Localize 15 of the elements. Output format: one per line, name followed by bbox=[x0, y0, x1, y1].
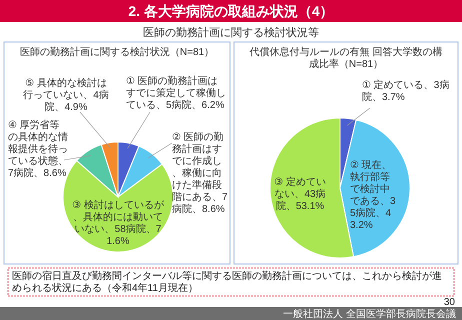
slice-label: ④ 厚労省等の具体的な情報提供を待っている状態、7病院、8.6% bbox=[8, 119, 68, 179]
slice-label: ① 定めている、3病院、3.7% bbox=[362, 79, 450, 103]
slice-label: ③ 定めていない、43病院、53.1% bbox=[274, 176, 326, 212]
text: 一般社団法人 全国医学部長病院長会議 bbox=[283, 308, 456, 320]
text: 医師の勤務計画に関する検討状況等 bbox=[143, 26, 319, 39]
slice-label: ② 医師の勤務計画はすでに作成し、稼働に向けた準備段階にある、7病院、8.6% bbox=[172, 131, 228, 215]
chart-title: 医師の勤務計画に関する検討状況（N=81） bbox=[20, 46, 214, 58]
slice-label: ① 医師の勤務計画はすでに策定して稼働している、5病院、6.2% bbox=[126, 75, 226, 111]
slice-label: ⑤ 具体的な検討は行っていない、4病院、4.9% bbox=[23, 77, 109, 113]
text: 2. 各大学病院の取組み状況（4） bbox=[128, 3, 334, 19]
text: 医師の宿日直及び勤務間インターバル等に関する医師の勤務計画については、これから検討が進められる状況にある（令和4年11月現在） bbox=[12, 270, 442, 294]
slice-label: ② 現在、執行部等で検討中である、35病院、43.2% bbox=[350, 159, 396, 231]
text: 30 bbox=[444, 297, 456, 308]
chart-title: 代償休息付与ルールの有無 回答大学数の構成比率（N=81） bbox=[248, 46, 442, 70]
slice-label: ③ 検討はしているが、具体的には動いていない、58病院、71.6% bbox=[72, 199, 165, 247]
